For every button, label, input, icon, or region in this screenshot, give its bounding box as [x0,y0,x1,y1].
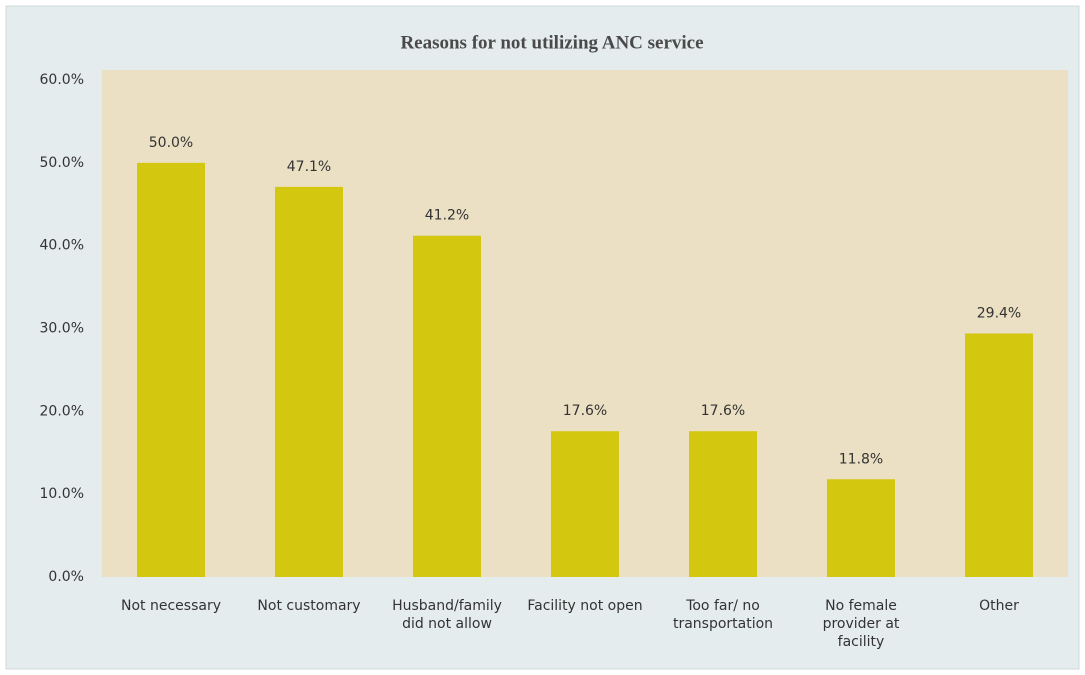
x-tick-label: Not customary [257,598,360,614]
y-tick-label: 40.0% [40,238,84,254]
x-tick-label: Too far/ no transportation [673,598,773,632]
y-tick-label: 0.0% [48,569,84,585]
bar [827,479,895,577]
data-label: 11.8% [839,451,883,467]
bar [689,431,757,577]
bar [413,235,481,577]
data-label: 17.6% [701,403,745,419]
data-label: 41.2% [425,208,469,224]
x-tick-label: Other [979,598,1019,614]
x-tick-label: Not necessary [121,598,221,614]
y-tick-label: 10.0% [40,486,84,502]
data-label: 47.1% [287,159,331,175]
data-label: 29.4% [977,305,1021,321]
y-tick-label: 50.0% [40,155,84,171]
data-label: 17.6% [563,403,607,419]
y-tick-label: 20.0% [40,403,84,419]
bar [551,431,619,577]
x-tick-label: Facility not open [527,598,642,614]
chart-title: Reasons for not utilizing ANC service [400,32,703,53]
data-label: 50.0% [149,135,193,151]
y-tick-label: 60.0% [40,72,84,88]
bar [137,162,205,578]
x-tick-label: No female provider at facility [823,598,900,650]
x-tick-label: Husband/family did not allow [392,598,502,632]
bar [275,186,343,578]
bar [965,333,1033,577]
y-tick-label: 30.0% [40,321,84,337]
